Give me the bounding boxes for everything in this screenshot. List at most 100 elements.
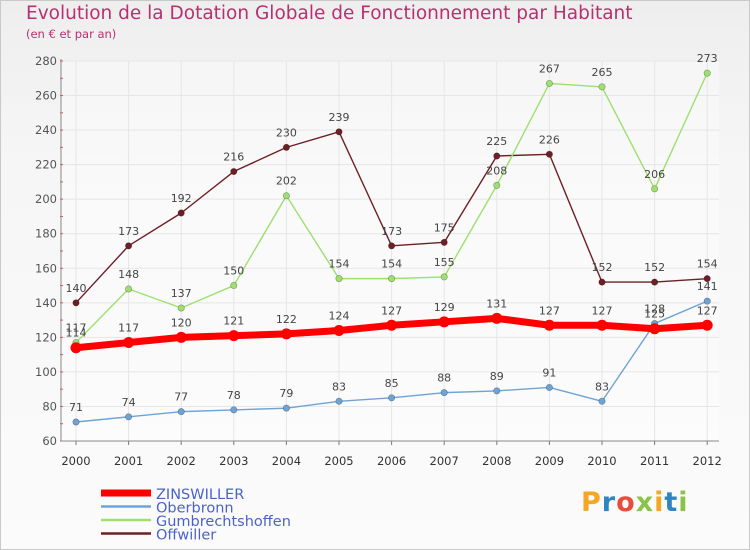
data-point [177, 408, 185, 416]
x-tick-label: 2008 [482, 454, 511, 468]
chart-subtitle: (en € et par an) [26, 27, 117, 41]
data-point [333, 324, 345, 336]
legend: ZINSWILLEROberbronnGumbrechtshoffenOffwi… [101, 487, 291, 544]
logo-letter: P [581, 487, 602, 518]
logo-letter: i [678, 487, 689, 518]
plot-area [61, 61, 719, 441]
data-label: 127 [592, 304, 613, 317]
data-label: 152 [644, 261, 665, 274]
x-tick-label: 2006 [377, 454, 406, 468]
data-label: 216 [223, 151, 244, 164]
chart-title: Evolution de la Dotation Globale de Fonc… [26, 3, 633, 24]
y-tick-label: 280 [35, 54, 57, 68]
data-label: 152 [592, 261, 613, 274]
data-label: 74 [122, 396, 136, 409]
data-label: 154 [329, 258, 350, 271]
data-point [125, 413, 133, 421]
data-label: 273 [697, 52, 718, 65]
data-point [230, 168, 238, 176]
data-label: 124 [329, 309, 350, 322]
logo-letter: x [635, 487, 655, 518]
y-tick-label: 120 [35, 330, 57, 344]
data-label: 265 [592, 66, 613, 79]
data-point [440, 273, 448, 281]
x-tick-label: 2012 [693, 454, 722, 468]
data-label: 89 [490, 370, 504, 383]
data-point [335, 397, 343, 405]
data-point [282, 192, 290, 200]
data-label: 140 [66, 282, 87, 295]
y-tick-label: 60 [42, 434, 57, 448]
y-tick-label: 140 [35, 296, 57, 310]
data-label: 88 [437, 372, 451, 385]
data-point [596, 319, 608, 331]
data-point [493, 387, 501, 395]
data-label: 141 [697, 280, 718, 293]
data-label: 83 [595, 380, 609, 393]
data-label: 120 [171, 316, 192, 329]
data-point [649, 323, 661, 335]
data-labels: 140 173 192 216 230 239 173 175 225 226 152 152 154 1… [66, 52, 718, 414]
data-point [280, 328, 292, 340]
y-tick-label: 180 [35, 227, 57, 241]
data-label: 78 [227, 389, 241, 402]
data-label: 79 [279, 387, 293, 400]
y-tick-label: 160 [35, 261, 57, 275]
data-label: 154 [697, 258, 718, 271]
data-point [543, 319, 555, 331]
data-point [388, 275, 396, 283]
data-label: 225 [486, 135, 507, 148]
data-point [440, 238, 448, 246]
data-label: 83 [332, 380, 346, 393]
data-point [230, 406, 238, 414]
data-label: 117 [118, 322, 139, 335]
x-tick-label: 2004 [272, 454, 301, 468]
data-label: 226 [539, 133, 560, 146]
data-point [123, 337, 135, 349]
data-point [440, 389, 448, 397]
data-point [72, 418, 80, 426]
data-point [545, 383, 553, 391]
data-point [703, 69, 711, 77]
data-point [177, 304, 185, 312]
data-label: 148 [118, 268, 139, 281]
data-label: 128 [644, 303, 665, 316]
data-label: 155 [434, 256, 455, 269]
data-point [493, 181, 501, 189]
data-point [282, 143, 290, 151]
legend-label: Gumbrechtshoffen [156, 514, 291, 530]
data-point [125, 242, 133, 250]
data-point [701, 319, 713, 331]
data-label: 127 [381, 304, 402, 317]
data-point [545, 150, 553, 158]
logo-letter: i [654, 487, 665, 518]
proxiti-logo: Proxiti [581, 487, 689, 518]
data-point [282, 404, 290, 412]
data-point [230, 282, 238, 290]
data-point [598, 278, 606, 286]
data-label: 131 [486, 297, 507, 310]
data-point [651, 185, 659, 193]
data-point [703, 297, 711, 305]
x-tick-label: 2011 [640, 454, 669, 468]
data-label: 267 [539, 62, 560, 75]
data-label: 121 [223, 315, 244, 328]
legend-label: ZINSWILLER [156, 487, 244, 503]
x-tick-label: 2002 [167, 454, 196, 468]
data-point [598, 83, 606, 91]
data-label: 192 [171, 192, 192, 205]
y-tick-label: 80 [42, 399, 57, 413]
legend-label: Offwiller [156, 528, 216, 544]
x-tick-label: 2010 [587, 454, 616, 468]
data-point [438, 316, 450, 328]
data-point [386, 319, 398, 331]
x-tick-label: 2009 [535, 454, 564, 468]
data-label: 202 [276, 175, 297, 188]
data-label: 175 [434, 221, 455, 234]
data-point [388, 242, 396, 250]
data-point [703, 275, 711, 283]
data-point [335, 275, 343, 283]
logo-letter: o [616, 487, 636, 518]
data-point [545, 79, 553, 87]
